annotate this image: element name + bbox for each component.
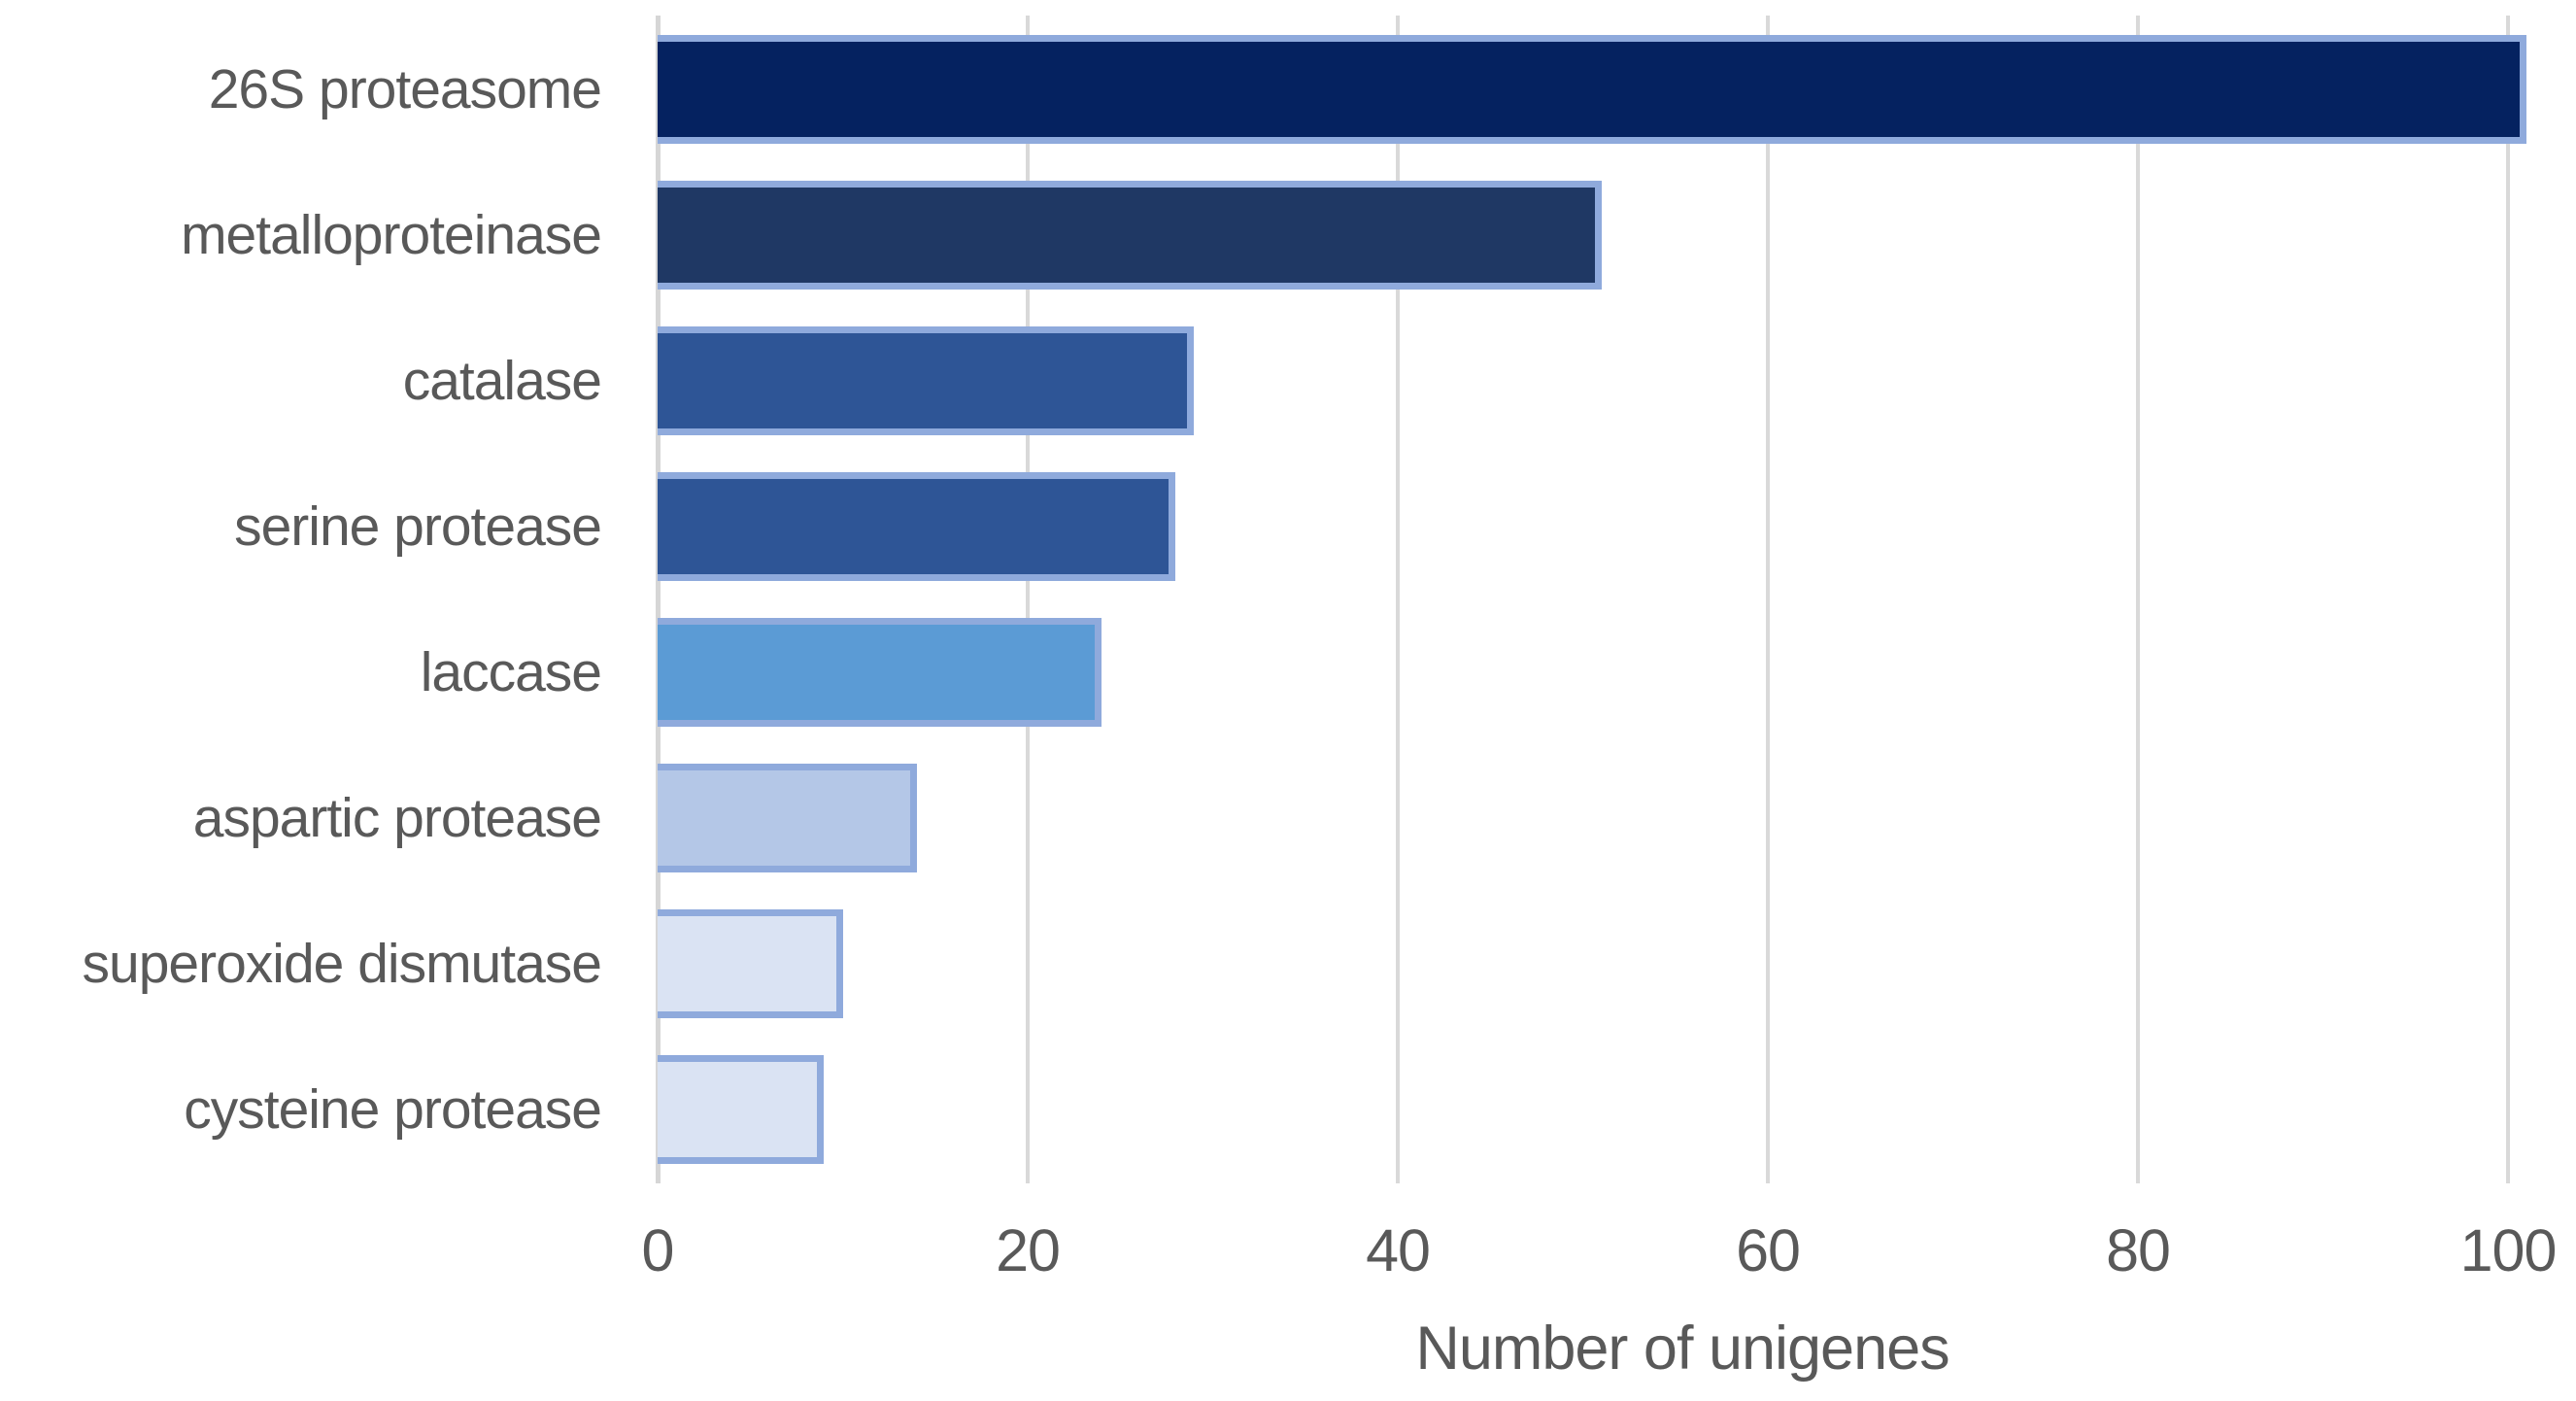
bar-track [658, 745, 2576, 891]
x-tick-label-100: 100 [2459, 1217, 2558, 1283]
bar-track [658, 162, 2576, 308]
category-label-26s-proteasome: 26S proteasome [208, 58, 602, 120]
category-label-serine-protease: serine protease [234, 495, 602, 558]
category-label-metalloproteinase: metalloproteinase [181, 204, 602, 266]
bar-track [658, 1037, 2576, 1182]
bar-track [658, 891, 2576, 1037]
y-axis-line [656, 16, 661, 1183]
bar-track [658, 454, 2576, 599]
category-label-cysteine-protease: cysteine protease [184, 1078, 602, 1141]
chart-row-aspartic-protease: aspartic protease [0, 745, 2576, 891]
gridline-x-40 [1396, 16, 1400, 1183]
bar-superoxide-dismutase [658, 909, 843, 1018]
bar-cysteine-protease [658, 1055, 825, 1164]
x-tick-label-40: 40 [1366, 1217, 1431, 1283]
chart-row-laccase: laccase [0, 599, 2576, 745]
bar-metalloproteinase [658, 181, 1602, 290]
bar-serine-protease [658, 472, 1176, 581]
chart-row-serine-protease: serine protease [0, 454, 2576, 599]
gridline-x-20 [1026, 16, 1030, 1183]
bar-catalase [658, 326, 1195, 435]
gridline-x-80 [2136, 16, 2140, 1183]
bar-rows: 26S proteasome metalloproteinase catalase s… [0, 17, 2576, 1182]
gridline-x-100 [2506, 16, 2510, 1183]
bar-aspartic-protease [658, 764, 917, 872]
category-label-superoxide-dismutase: superoxide dismutase [82, 933, 602, 995]
chart-row-26s-proteasome: 26S proteasome [0, 17, 2576, 162]
category-label-aspartic-protease: aspartic protease [192, 787, 602, 849]
bar-track [658, 17, 2576, 162]
category-label-laccase: laccase [420, 641, 602, 703]
x-tick-label-60: 60 [1736, 1217, 1801, 1283]
bar-laccase [658, 618, 1102, 727]
chart-row-superoxide-dismutase: superoxide dismutase [0, 891, 2576, 1037]
x-tick-label-80: 80 [2106, 1217, 2171, 1283]
x-axis-title: Number of unigenes [1415, 1315, 1949, 1383]
bar-26s-proteasome [658, 35, 2527, 144]
chart-row-metalloproteinase: metalloproteinase [0, 162, 2576, 308]
bar-track [658, 599, 2576, 745]
category-label-catalase: catalase [402, 350, 602, 412]
chart-row-catalase: catalase [0, 308, 2576, 454]
chart-row-cysteine-protease: cysteine protease [0, 1037, 2576, 1182]
x-tick-label-0: 0 [641, 1217, 675, 1283]
x-tick-label-20: 20 [996, 1217, 1061, 1283]
bar-track [658, 308, 2576, 454]
gridline-x-60 [1766, 16, 1770, 1183]
